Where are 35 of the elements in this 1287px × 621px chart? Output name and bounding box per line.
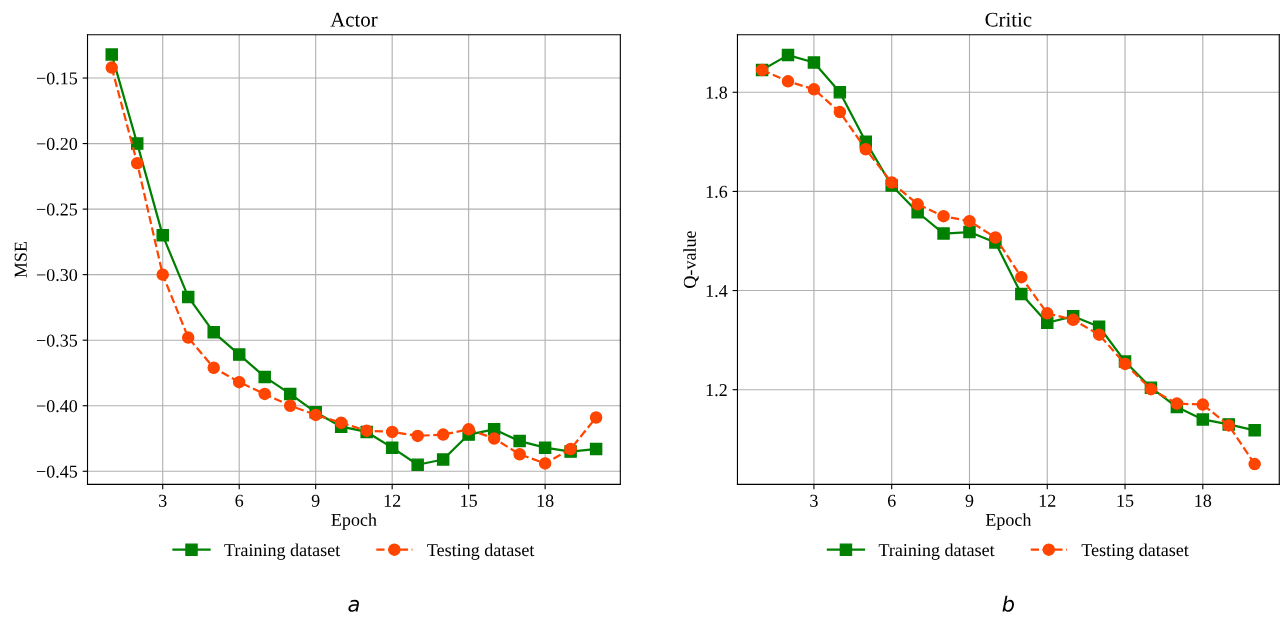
y-tick-label: −0.15 <box>36 72 78 85</box>
y-tick-label: 1.6 <box>706 185 728 198</box>
chart-title: Actor <box>330 12 378 27</box>
y-tick-label: −0.20 <box>36 137 78 151</box>
x-tick-label: 6 <box>235 494 244 507</box>
x-axis-title: Epoch <box>985 513 1032 530</box>
y-tick-label: −0.45 <box>36 465 78 478</box>
legend-label: Testing dataset <box>427 543 535 560</box>
x-tick-label: 12 <box>1039 494 1056 507</box>
x-tick-label: 18 <box>537 494 554 507</box>
x-tick-label: 18 <box>1195 494 1212 507</box>
legend-label: Testing dataset <box>1081 543 1189 560</box>
text: a <box>348 599 359 612</box>
y-tick-label: 1.8 <box>706 86 728 99</box>
x-tick-label: 3 <box>159 494 167 507</box>
y-tick-label: −0.40 <box>36 399 78 413</box>
text: b <box>1002 595 1014 612</box>
x-axis-title: Epoch <box>331 513 377 530</box>
x-tick-label: 12 <box>384 494 401 507</box>
x-tick-label: 6 <box>887 494 896 507</box>
x-tick-label: 15 <box>461 494 477 507</box>
y-tick-label: 1.2 <box>706 384 727 397</box>
y-tick-label: −0.25 <box>36 203 78 216</box>
y-tick-label: 1.4 <box>706 284 728 298</box>
y-tick-label: −0.30 <box>36 268 78 282</box>
x-tick-label: 9 <box>311 494 320 507</box>
legend-label: Training dataset <box>878 543 995 560</box>
legend-label: Training dataset <box>224 543 341 560</box>
x-tick-label: 3 <box>810 494 818 507</box>
y-axis-title: MSE <box>14 241 27 278</box>
x-tick-label: 15 <box>1117 494 1134 507</box>
y-tick-label: −0.35 <box>36 334 78 347</box>
y-axis-title: Q-value <box>683 231 699 288</box>
x-tick-label: 9 <box>965 494 974 507</box>
chart-title: Critic <box>985 12 1032 27</box>
